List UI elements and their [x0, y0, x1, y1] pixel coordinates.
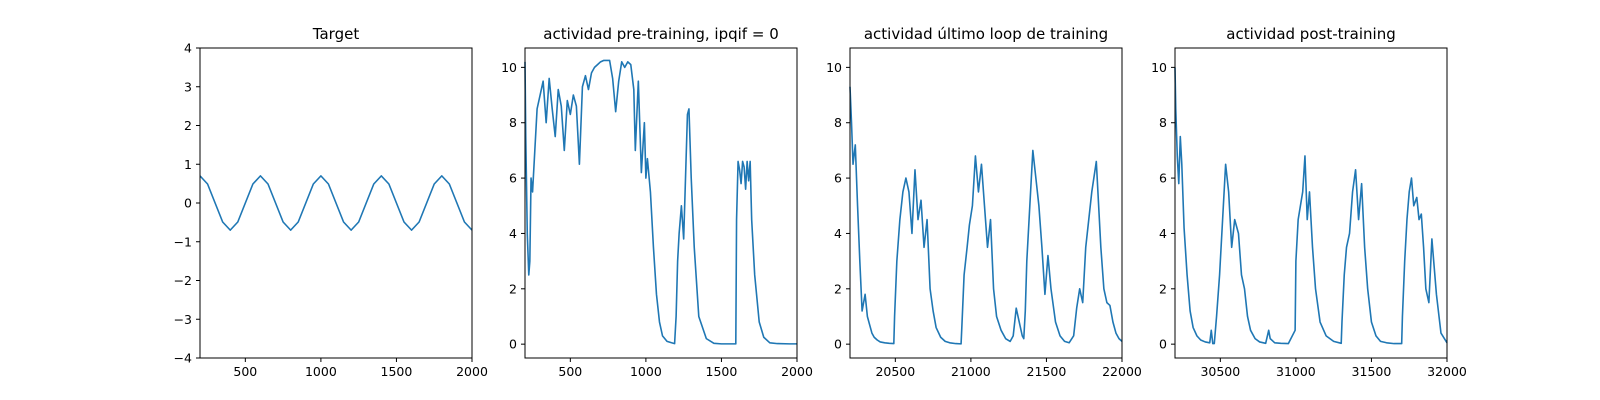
y-tick-label: 6 — [1159, 171, 1167, 186]
y-tick-label: 2 — [184, 118, 192, 133]
series-line-3-1 — [849, 86, 1123, 345]
y-tick-label: 10 — [826, 60, 842, 75]
series-line-4-1 — [1174, 67, 1448, 345]
x-tick-label: 30500 — [1200, 364, 1240, 379]
x-tick-label: 1500 — [381, 364, 413, 379]
x-tick-label: 500 — [558, 364, 582, 379]
panel-title: actividad post-training — [1226, 25, 1395, 43]
series-line-2-1 — [524, 59, 797, 345]
plot-frame — [849, 47, 1123, 359]
x-tick-label: 1000 — [305, 364, 337, 379]
y-tick-label: 0 — [184, 196, 192, 211]
series-line-1-1 — [199, 175, 473, 231]
panel-3: 20500 21000 21500 22000 0 2 4 6 8 10 actividad últ… — [826, 25, 1142, 379]
y-tick-label: −3 — [174, 312, 192, 327]
panel-title: actividad último loop de training — [864, 25, 1108, 43]
x-tick-label: 1500 — [706, 364, 738, 379]
y-tick-label: 3 — [184, 79, 192, 94]
y-tick-label: 4 — [1159, 226, 1167, 241]
x-tick-label: 500 — [233, 364, 257, 379]
plot-frame — [524, 47, 798, 359]
y-tick-label: 2 — [509, 281, 517, 296]
x-tick-label: 31000 — [1276, 364, 1316, 379]
y-tick-label: −4 — [174, 351, 192, 366]
y-tick-label: 10 — [1151, 60, 1167, 75]
y-tick-label: 10 — [501, 60, 517, 75]
x-tick-label: 21000 — [951, 364, 991, 379]
y-tick-label: −2 — [174, 273, 192, 288]
x-tick-label: 22000 — [1102, 364, 1142, 379]
x-tick-label: 1000 — [630, 364, 662, 379]
x-tick-label: 20500 — [875, 364, 915, 379]
y-tick-label: −1 — [174, 234, 192, 249]
panel-title: actividad pre-training, ipqif = 0 — [543, 25, 779, 43]
x-tick-label: 2000 — [781, 364, 813, 379]
x-tick-label: 31500 — [1352, 364, 1392, 379]
y-tick-label: 8 — [509, 115, 517, 130]
panel-4: 30500 31000 31500 32000 0 2 4 6 8 10 actividad pos… — [1151, 25, 1467, 379]
y-tick-label: 6 — [509, 171, 517, 186]
y-tick-label: 0 — [834, 337, 842, 352]
x-tick-label: 32000 — [1427, 364, 1467, 379]
x-tick-label: 2000 — [456, 364, 488, 379]
y-tick-label: 2 — [1159, 281, 1167, 296]
panel-title: Target — [312, 25, 360, 43]
y-tick-label: 4 — [184, 41, 192, 56]
plot-frame — [1174, 47, 1448, 359]
y-tick-label: 4 — [834, 226, 842, 241]
y-tick-label: 0 — [509, 337, 517, 352]
y-tick-label: 1 — [184, 157, 192, 172]
panel-1: 500 1000 1500 2000 −4 −3 −2 −1 0 1 2 3 4 Target — [174, 25, 488, 379]
y-tick-label: 6 — [834, 171, 842, 186]
y-tick-label: 4 — [509, 226, 517, 241]
y-tick-label: 2 — [834, 281, 842, 296]
y-tick-label: 8 — [834, 115, 842, 130]
x-tick-label: 21500 — [1027, 364, 1067, 379]
panel-2: 500 1000 1500 2000 0 2 4 6 8 10 actividad pre-trai… — [501, 25, 813, 379]
y-tick-label: 0 — [1159, 337, 1167, 352]
y-tick-label: 8 — [1159, 115, 1167, 130]
